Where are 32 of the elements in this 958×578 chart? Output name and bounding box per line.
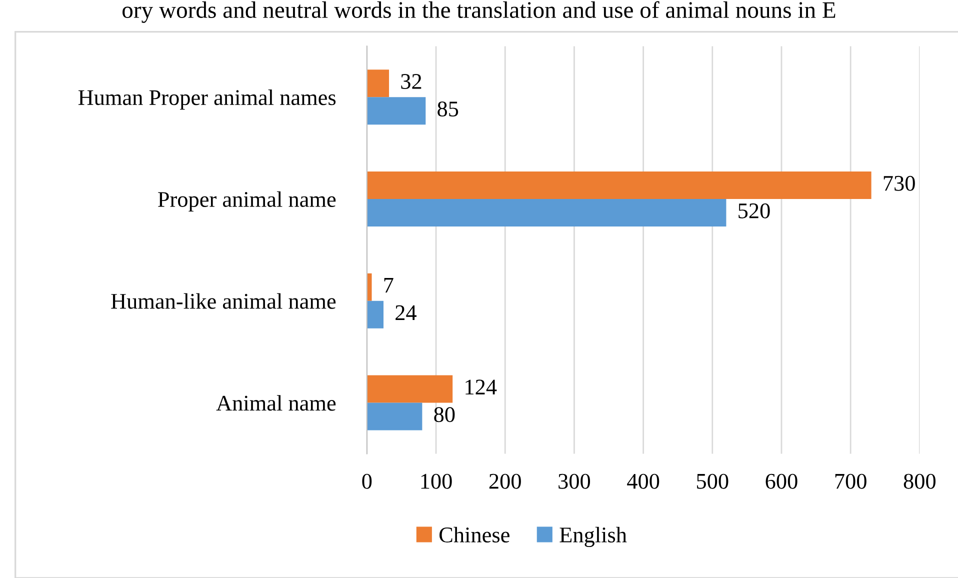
x-tick-label: 100 <box>421 474 452 489</box>
legend-label: Chinese <box>440 526 510 542</box>
y-tick-label: Human-like animal name <box>111 293 336 309</box>
y-tick-label: Animal name <box>216 395 336 411</box>
data-label: 730 <box>884 176 915 191</box>
x-tick-label: 800 <box>904 474 936 489</box>
x-tick-label: 700 <box>835 474 866 489</box>
data-label: 32 <box>401 74 422 89</box>
data-label: 124 <box>466 380 497 394</box>
bar <box>366 300 384 328</box>
data-label: 80 <box>434 407 455 422</box>
bar <box>366 199 726 227</box>
bar <box>366 70 390 98</box>
legend-label: English <box>560 526 627 548</box>
x-tick-label: 600 <box>766 474 798 489</box>
data-label: 85 <box>438 101 458 116</box>
x-tick-label: 0 <box>362 474 372 489</box>
bar <box>366 97 426 125</box>
x-tick-label: 200 <box>489 474 521 489</box>
x-tick-label: 300 <box>558 474 590 489</box>
bar <box>366 375 453 403</box>
bar <box>366 273 372 301</box>
chart-title: ory words and neutral words in the translation and use of animal nouns in E <box>122 1 836 23</box>
y-tick-label: Proper animal name <box>158 191 336 212</box>
x-tick-label: 500 <box>697 474 728 489</box>
y-tick-label: Human Proper animal names <box>78 89 336 110</box>
data-label: 24 <box>396 305 416 320</box>
x-tick-label: 400 <box>627 474 660 489</box>
data-label: 7 <box>384 278 394 293</box>
data-label: 520 <box>738 203 770 218</box>
bar <box>366 172 872 200</box>
bar <box>366 402 422 430</box>
